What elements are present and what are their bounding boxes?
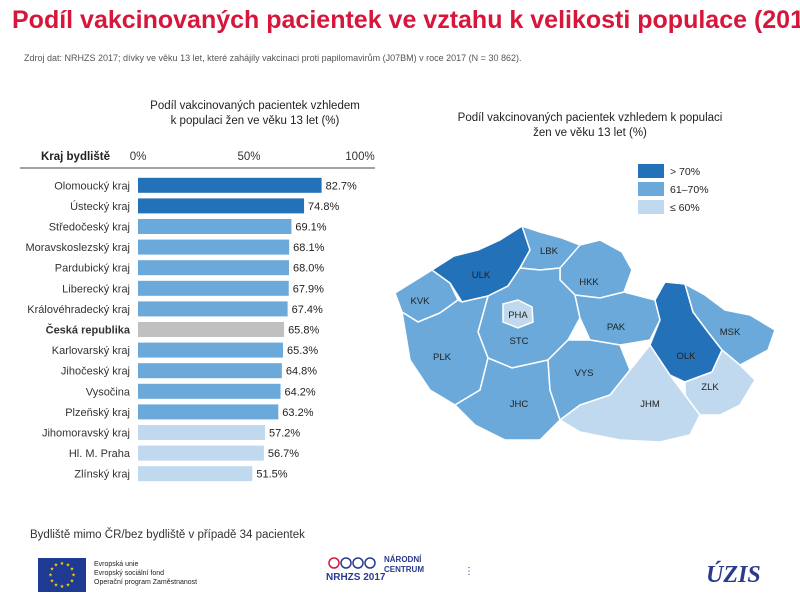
map-region-msk bbox=[683, 282, 776, 366]
map-region-pak bbox=[574, 291, 661, 346]
svg-text:★: ★ bbox=[66, 583, 71, 589]
map-chart-title: Podíl vakcinovaných pacientek vzhledem k… bbox=[440, 111, 740, 141]
svg-text:★: ★ bbox=[60, 561, 65, 567]
map-legend: > 70% 61–70% ≤ 60% bbox=[638, 164, 709, 214]
legend-label: ≤ 60% bbox=[670, 202, 700, 214]
map-region-zlk bbox=[684, 348, 756, 416]
map-region-label: MSK bbox=[720, 327, 741, 338]
map-chart-title-line2: žen ve věku 13 let (%) bbox=[533, 127, 647, 139]
nrhzs-label: NRHZS 2017 bbox=[326, 572, 386, 583]
uzis-logo: ÚZIS bbox=[706, 562, 761, 588]
map-region-label: HKK bbox=[579, 277, 599, 288]
eu-line-3: Operační program Zaměstnanost bbox=[94, 579, 198, 586]
map-chart-title-line1: Podíl vakcinovaných pacientek vzhledem k… bbox=[457, 112, 723, 124]
narodni-line-1: NÁRODNÍ bbox=[384, 555, 422, 564]
svg-text:★: ★ bbox=[54, 563, 59, 569]
eu-line-1: Evropská unie bbox=[94, 561, 139, 568]
svg-text:★: ★ bbox=[54, 583, 59, 589]
map-region-label: ZLK bbox=[701, 382, 719, 393]
map-region-jhc bbox=[453, 356, 561, 441]
eu-flag-icon: ★ ★★★ ★★★★ ★★★★ bbox=[38, 558, 86, 592]
map-region-label: PHA bbox=[508, 310, 528, 321]
svg-text:★: ★ bbox=[60, 584, 65, 590]
map-region-label: LBK bbox=[540, 246, 559, 257]
legend-label: > 70% bbox=[670, 166, 700, 178]
data-source: Zdroj dat: NRHZS 2017; dívky ve věku 13 … bbox=[24, 53, 522, 63]
svg-text:★: ★ bbox=[48, 573, 53, 579]
map-region-label: ULK bbox=[472, 270, 491, 281]
narodni-line-2: CENTRUM bbox=[384, 565, 424, 574]
svg-text:★: ★ bbox=[66, 563, 71, 569]
map-regions bbox=[394, 224, 776, 443]
bar-chart-title-line1: Podíl vakcinovaných pacientek vzhledem bbox=[150, 100, 360, 112]
separator-dots-icon: ⋮ bbox=[464, 566, 474, 577]
map-region-label: VYS bbox=[574, 368, 593, 379]
svg-text:★: ★ bbox=[50, 579, 55, 585]
map-region-label: OLK bbox=[676, 351, 696, 362]
map-region-pha bbox=[502, 299, 534, 329]
map-region-label: KVK bbox=[410, 296, 430, 307]
map-region-label: PLK bbox=[433, 352, 452, 363]
narodni-centrum-label: NÁRODNÍ CENTRUM bbox=[384, 555, 424, 575]
svg-text:★: ★ bbox=[71, 573, 76, 579]
eu-line-2: Evropský sociální fond bbox=[94, 570, 165, 577]
legend-label: 61–70% bbox=[670, 184, 709, 196]
map-region-label: STC bbox=[510, 336, 529, 347]
map-region-label: JHC bbox=[510, 399, 529, 410]
map-labels: KVK ULK LBK HKK PHA STC PAK PLK JHC VYS OLK MSK ZLK J… bbox=[410, 246, 740, 410]
svg-text:★: ★ bbox=[50, 567, 55, 573]
svg-text:★: ★ bbox=[70, 567, 75, 573]
legend-swatch bbox=[638, 200, 664, 214]
legend-swatch bbox=[638, 164, 664, 178]
eu-program-text: Evropská unie Evropský sociální fond Ope… bbox=[94, 560, 197, 587]
map-region-label: PAK bbox=[607, 322, 626, 333]
nrhzs-logo-icon bbox=[328, 557, 376, 569]
bar-chart-title-line2: k populaci žen ve věku 13 let (%) bbox=[170, 115, 340, 127]
map-region-plk bbox=[400, 294, 490, 406]
residence-note: Bydliště mimo ČR/bez bydliště v případě … bbox=[30, 529, 305, 541]
page-title: Podíl vakcinovaných pacientek ve vztahu … bbox=[12, 6, 800, 34]
bar-chart-title: Podíl vakcinovaných pacientek vzhledem k… bbox=[90, 99, 420, 129]
legend-swatch bbox=[638, 182, 664, 196]
map-region-label: JHM bbox=[640, 399, 660, 410]
svg-text:★: ★ bbox=[70, 579, 75, 585]
footer: ★ ★ ★ ★ ★ ★ ★ ★ ★ ★ ★ ★ Evropská unie Evropský so… bbox=[0, 552, 800, 600]
